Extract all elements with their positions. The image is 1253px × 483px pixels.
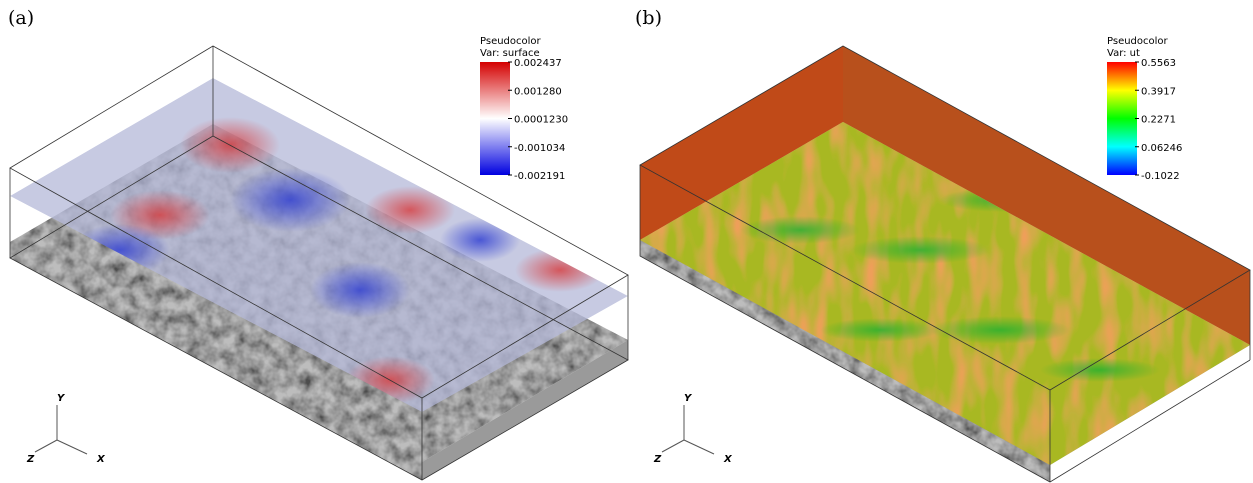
panel-a — [10, 46, 628, 480]
axis-x-label: X — [723, 454, 733, 465]
legend-var: Var: ut — [1107, 48, 1140, 59]
legend-title: Pseudocolor — [480, 36, 542, 47]
legend-tick-label: 0.5563 — [1141, 58, 1176, 69]
legend-tick-label: -0.002191 — [514, 171, 565, 182]
axis-y-label: Y — [57, 393, 66, 404]
legend-tick-label: -0.1022 — [1141, 171, 1180, 182]
panel-b — [640, 46, 1250, 482]
axis-x-label: X — [96, 454, 106, 465]
axis-z — [662, 440, 684, 452]
axis-x — [684, 440, 714, 454]
axis-x — [57, 440, 87, 454]
legend-tick-label: -0.001034 — [514, 143, 565, 154]
color-bar — [480, 62, 510, 175]
axis-y-label: Y — [684, 393, 693, 404]
figure: (a)PseudocolorVar: surface0.0024370.0012… — [0, 0, 1253, 483]
axis-z-label: Z — [653, 454, 662, 465]
axis-z — [35, 440, 57, 452]
legend-tick-label: 0.06246 — [1141, 143, 1182, 154]
legend-tick-label: 0.002437 — [514, 58, 562, 69]
legend-tick-label: 0.001280 — [514, 86, 562, 97]
panel-label: (a) — [8, 7, 34, 29]
legend-tick-label: 0.3917 — [1141, 86, 1176, 97]
legend-tick-label: 0.2271 — [1141, 115, 1176, 126]
legend-title: Pseudocolor — [1107, 36, 1169, 47]
panel-label: (b) — [635, 7, 662, 29]
axis-z-label: Z — [26, 454, 35, 465]
legend-tick-label: 0.0001230 — [514, 115, 568, 126]
color-bar — [1107, 62, 1137, 175]
